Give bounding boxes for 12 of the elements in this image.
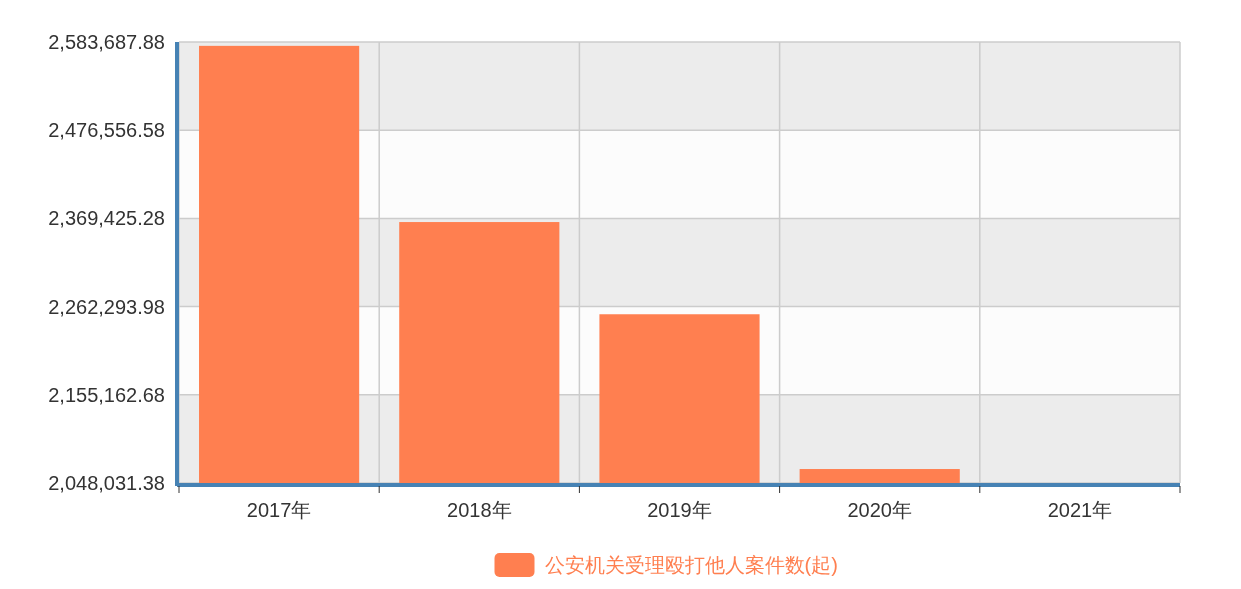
y-tick-label: 2,262,293.98 [48,295,165,318]
y-tick-label: 2,155,162.68 [48,383,165,406]
y-tick-label: 2,369,425.28 [48,207,165,230]
x-tick-label: 2021年 [1047,499,1113,521]
y-tick-label: 2,476,556.58 [48,119,165,142]
x-tick-label: 2018年 [447,499,512,521]
x-tick-label: 2019年 [647,499,712,521]
x-tick-label: 2017年 [246,499,312,521]
legend-label: 公安机关受理殴打他人案件数(起) [544,554,838,576]
y-tick-label: 2,583,687.88 [48,31,165,53]
x-tick-label: 2020年 [847,499,912,521]
y-tick-label: 2,048,031.38 [48,472,165,494]
